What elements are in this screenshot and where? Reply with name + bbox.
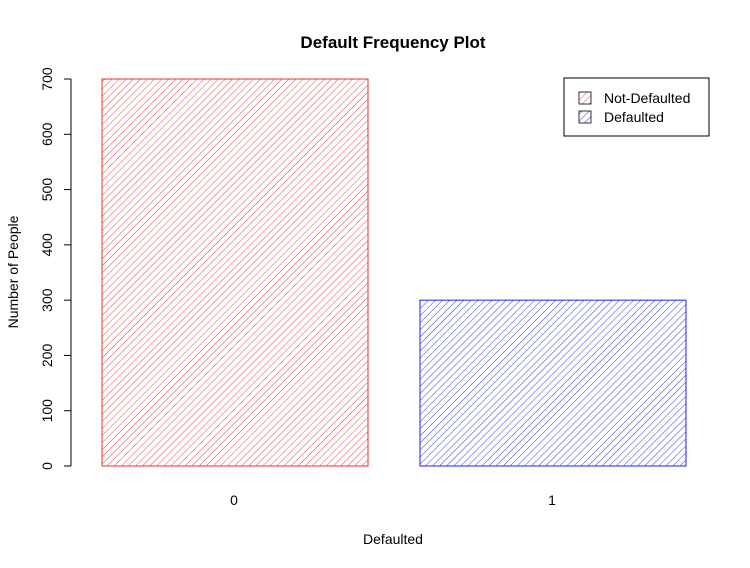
y-tick-label: 300 <box>39 288 55 312</box>
y-tick-label: 100 <box>39 399 55 423</box>
legend-label: Defaulted <box>604 109 664 125</box>
legend: Not-Defaulted Defaulted <box>563 77 710 137</box>
y-tick-label: 200 <box>39 344 55 368</box>
x-axis-label: Defaulted <box>363 531 423 547</box>
y-tick-label: 700 <box>39 67 55 91</box>
legend-swatch <box>578 110 592 124</box>
x-tick-label: 0 <box>230 492 238 508</box>
y-tick-label: 0 <box>39 462 55 470</box>
legend-box <box>563 77 710 137</box>
bars <box>101 78 687 467</box>
bar-1 <box>419 299 687 467</box>
legend-swatch <box>578 91 592 105</box>
chart-title: Default Frequency Plot <box>300 33 485 52</box>
y-tick-label: 600 <box>39 122 55 146</box>
bar-0 <box>101 78 369 467</box>
legend-label: Not-Defaulted <box>604 90 690 106</box>
y-tick-label: 500 <box>39 178 55 202</box>
y-axis: 0 100 200 300 400 500 600 700 <box>39 67 72 470</box>
x-tick-label: 1 <box>548 492 556 508</box>
y-axis-label: Number of People <box>5 215 21 328</box>
y-tick-label: 400 <box>39 233 55 257</box>
